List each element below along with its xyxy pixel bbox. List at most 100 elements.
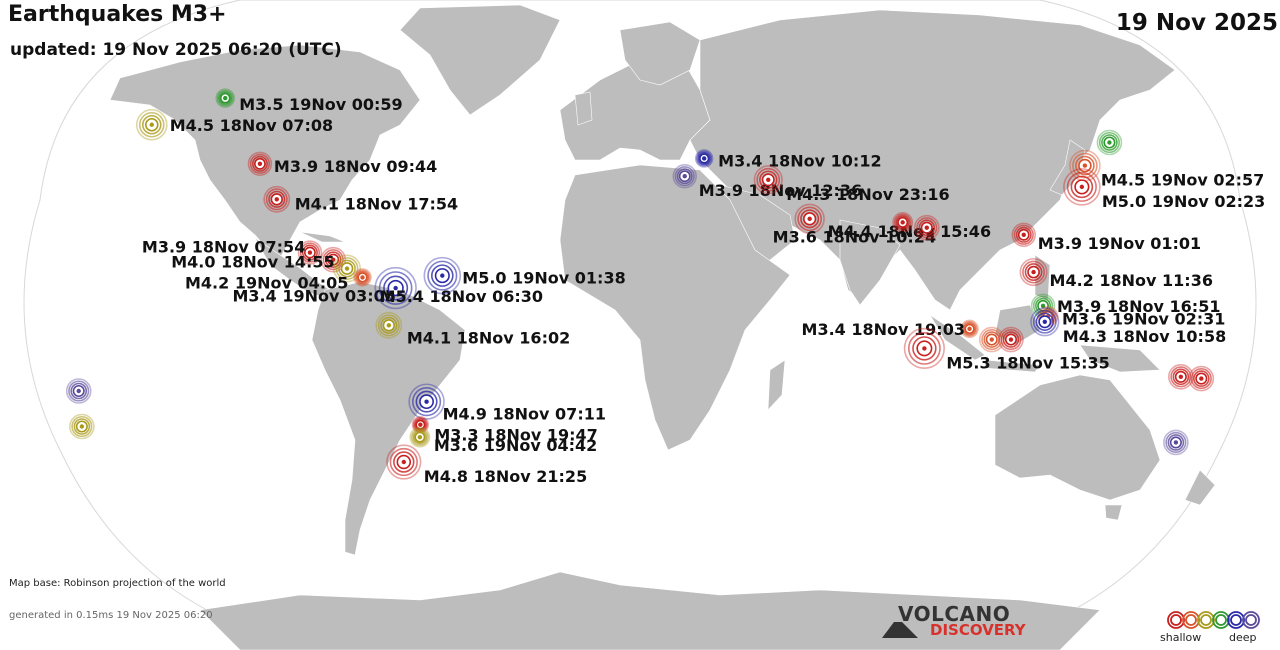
- quake-ring: [415, 390, 438, 413]
- earthquake-marker[interactable]: M4.5 19Nov 02:57: [1069, 149, 1264, 190]
- earthquake-marker[interactable]: M3.4 18Nov 19:03: [802, 319, 979, 339]
- quake-ring: [427, 260, 458, 291]
- legend-ring-blue: [1227, 611, 1245, 629]
- earthquake-marker[interactable]: M4.3 18Nov 23:16: [753, 165, 950, 204]
- quake-epicenter-dot: [1178, 374, 1184, 379]
- quake-label: M3.9 18Nov 12:36: [699, 181, 862, 200]
- quake-ring: [218, 91, 233, 105]
- quake-label: M4.3 18Nov 10:58: [1063, 327, 1226, 346]
- earthquake-marker[interactable]: M3.9 18Nov 07:54: [142, 238, 323, 265]
- earthquake-marker[interactable]: M5.0 19Nov 01:38: [423, 256, 626, 295]
- quake-ring: [301, 244, 318, 261]
- quake-label: M3.6 18Nov 10:24: [773, 227, 936, 246]
- earthquake-marker[interactable]: M4.3 18Nov 10:58: [1030, 307, 1226, 346]
- earthquake-marker[interactable]: M4.9 18Nov 07:11: [408, 383, 606, 424]
- earthquake-marker[interactable]: M4.1 18Nov 17:54: [263, 185, 458, 214]
- earthquake-marker[interactable]: M5.0 19Nov 02:23: [1063, 168, 1265, 211]
- earthquake-marker[interactable]: [1163, 429, 1189, 456]
- quake-epicenter-dot: [807, 216, 812, 222]
- quake-epicenter-dot: [1173, 440, 1179, 445]
- legend-ring-purple: [1242, 611, 1260, 629]
- earthquake-marker[interactable]: M3.6 19Nov 02:31: [1037, 306, 1225, 329]
- quake-label: M4.4 18Nov 15:46: [828, 222, 991, 241]
- map-base-credit: Map base: Robinson projection of the wor…: [9, 578, 226, 589]
- logo-text-volcano: VOLCANO: [898, 602, 1011, 626]
- quake-ring: [335, 257, 359, 280]
- quake-epicenter-dot: [1021, 232, 1026, 237]
- india: [839, 219, 901, 306]
- earthquake-marker[interactable]: M4.2 19Nov 04:05: [185, 254, 362, 293]
- quake-ring: [892, 211, 914, 233]
- earthquake-marker[interactable]: M4.8 18Nov 21:25: [386, 444, 587, 486]
- quake-ring: [338, 259, 356, 278]
- quake-ring: [756, 167, 781, 192]
- earthquake-marker[interactable]: M3.4 19Nov 03:05: [233, 268, 396, 305]
- earthquake-marker[interactable]: M3.6 19Nov 04:42: [409, 426, 597, 456]
- land-masses: [109, 4, 1216, 650]
- earthquake-marker[interactable]: M4.4 18Nov 15:46: [794, 203, 991, 241]
- earthquake-marker[interactable]: [1096, 129, 1123, 156]
- quake-ring: [375, 311, 403, 339]
- earthquake-marker[interactable]: M5.4 18Nov 06:30: [374, 266, 543, 310]
- earthquake-marker[interactable]: M4.2 18Nov 11:36: [1019, 258, 1213, 290]
- earthquake-marker[interactable]: [913, 214, 940, 241]
- quake-ring: [697, 151, 711, 165]
- quake-ring: [960, 319, 979, 339]
- quake-epicenter-dot: [1199, 376, 1204, 381]
- earthquake-marker[interactable]: [69, 413, 95, 440]
- earthquake-marker[interactable]: [1188, 365, 1215, 392]
- quake-ring: [1172, 368, 1190, 386]
- quake-ring: [423, 256, 462, 295]
- quake-epicenter-dot: [149, 122, 154, 127]
- quake-ring: [263, 185, 291, 213]
- quake-label: M5.0 19Nov 02:23: [1102, 192, 1265, 211]
- quake-epicenter-dot: [307, 250, 313, 255]
- quake-epicenter-dot: [344, 266, 350, 271]
- quake-epicenter-dot: [1042, 319, 1047, 324]
- earthquake-marker[interactable]: M5.3 18Nov 15:35: [903, 327, 1110, 373]
- quake-ring: [1019, 258, 1048, 287]
- earthquake-marker[interactable]: M3.9 19Nov 01:01: [1011, 222, 1201, 253]
- legend-ring-green: [1215, 614, 1227, 626]
- earthquake-markers: M3.5 19Nov 00:59 M4.5 18Nov 07:08 M3.9 18N…: [65, 88, 1265, 486]
- earthquake-marker[interactable]: [998, 326, 1024, 353]
- volcano-icon: [882, 622, 918, 638]
- quake-ring: [918, 219, 936, 236]
- quake-label: M3.5 19Nov 00:59: [239, 95, 402, 114]
- cuba: [299, 231, 346, 243]
- earthquake-marker[interactable]: M4.5 18Nov 07:08: [135, 108, 333, 141]
- quake-ring: [1013, 224, 1034, 245]
- quake-ring: [1035, 312, 1054, 331]
- legend-ring-purple: [1245, 614, 1257, 626]
- volcano-discovery-logo[interactable]: VOLCANO DISCOVERY: [880, 602, 1040, 642]
- quake-ring: [393, 451, 415, 473]
- quake-epicenter-dot: [223, 95, 228, 101]
- earthquake-marker[interactable]: M3.4 18Nov 10:12: [694, 149, 882, 170]
- quake-ring: [411, 387, 442, 417]
- quake-ring: [1011, 222, 1036, 248]
- quake-label: M4.2 18Nov 11:36: [1050, 271, 1213, 290]
- quake-epicenter-dot: [1079, 184, 1085, 190]
- quake-ring: [73, 418, 91, 435]
- earthquake-marker[interactable]: M3.6 18Nov 10:24: [773, 211, 936, 247]
- quake-epicenter-dot: [360, 275, 365, 280]
- quake-ring: [135, 108, 168, 141]
- quake-label: M3.4 18Nov 19:03: [802, 320, 965, 339]
- quake-ring: [1165, 431, 1187, 454]
- quake-ring: [249, 153, 271, 174]
- earthquake-marker[interactable]: M3.9 18Nov 09:44: [247, 151, 438, 177]
- earthquake-marker[interactable]: M3.5 19Nov 00:59: [215, 88, 403, 114]
- earthquake-marker[interactable]: M3.9 18Nov 12:36: [672, 164, 862, 200]
- madagascar: [767, 359, 786, 411]
- earthquake-marker[interactable]: M4.1 18Nov 16:02: [375, 311, 570, 348]
- new-zealand: [1184, 469, 1216, 506]
- quake-ring: [1167, 434, 1185, 451]
- depth-legend-rings: [1167, 611, 1260, 629]
- legend-shallow-label: shallow: [1160, 631, 1202, 644]
- earthquake-marker[interactable]: M4.0 18Nov 14:55: [171, 246, 347, 273]
- earthquake-marker[interactable]: [1168, 363, 1194, 390]
- earthquake-marker[interactable]: [65, 378, 92, 404]
- quake-epicenter-dot: [989, 337, 994, 342]
- map-date: 19 Nov 2025: [1115, 10, 1278, 36]
- quake-ring: [1015, 226, 1032, 243]
